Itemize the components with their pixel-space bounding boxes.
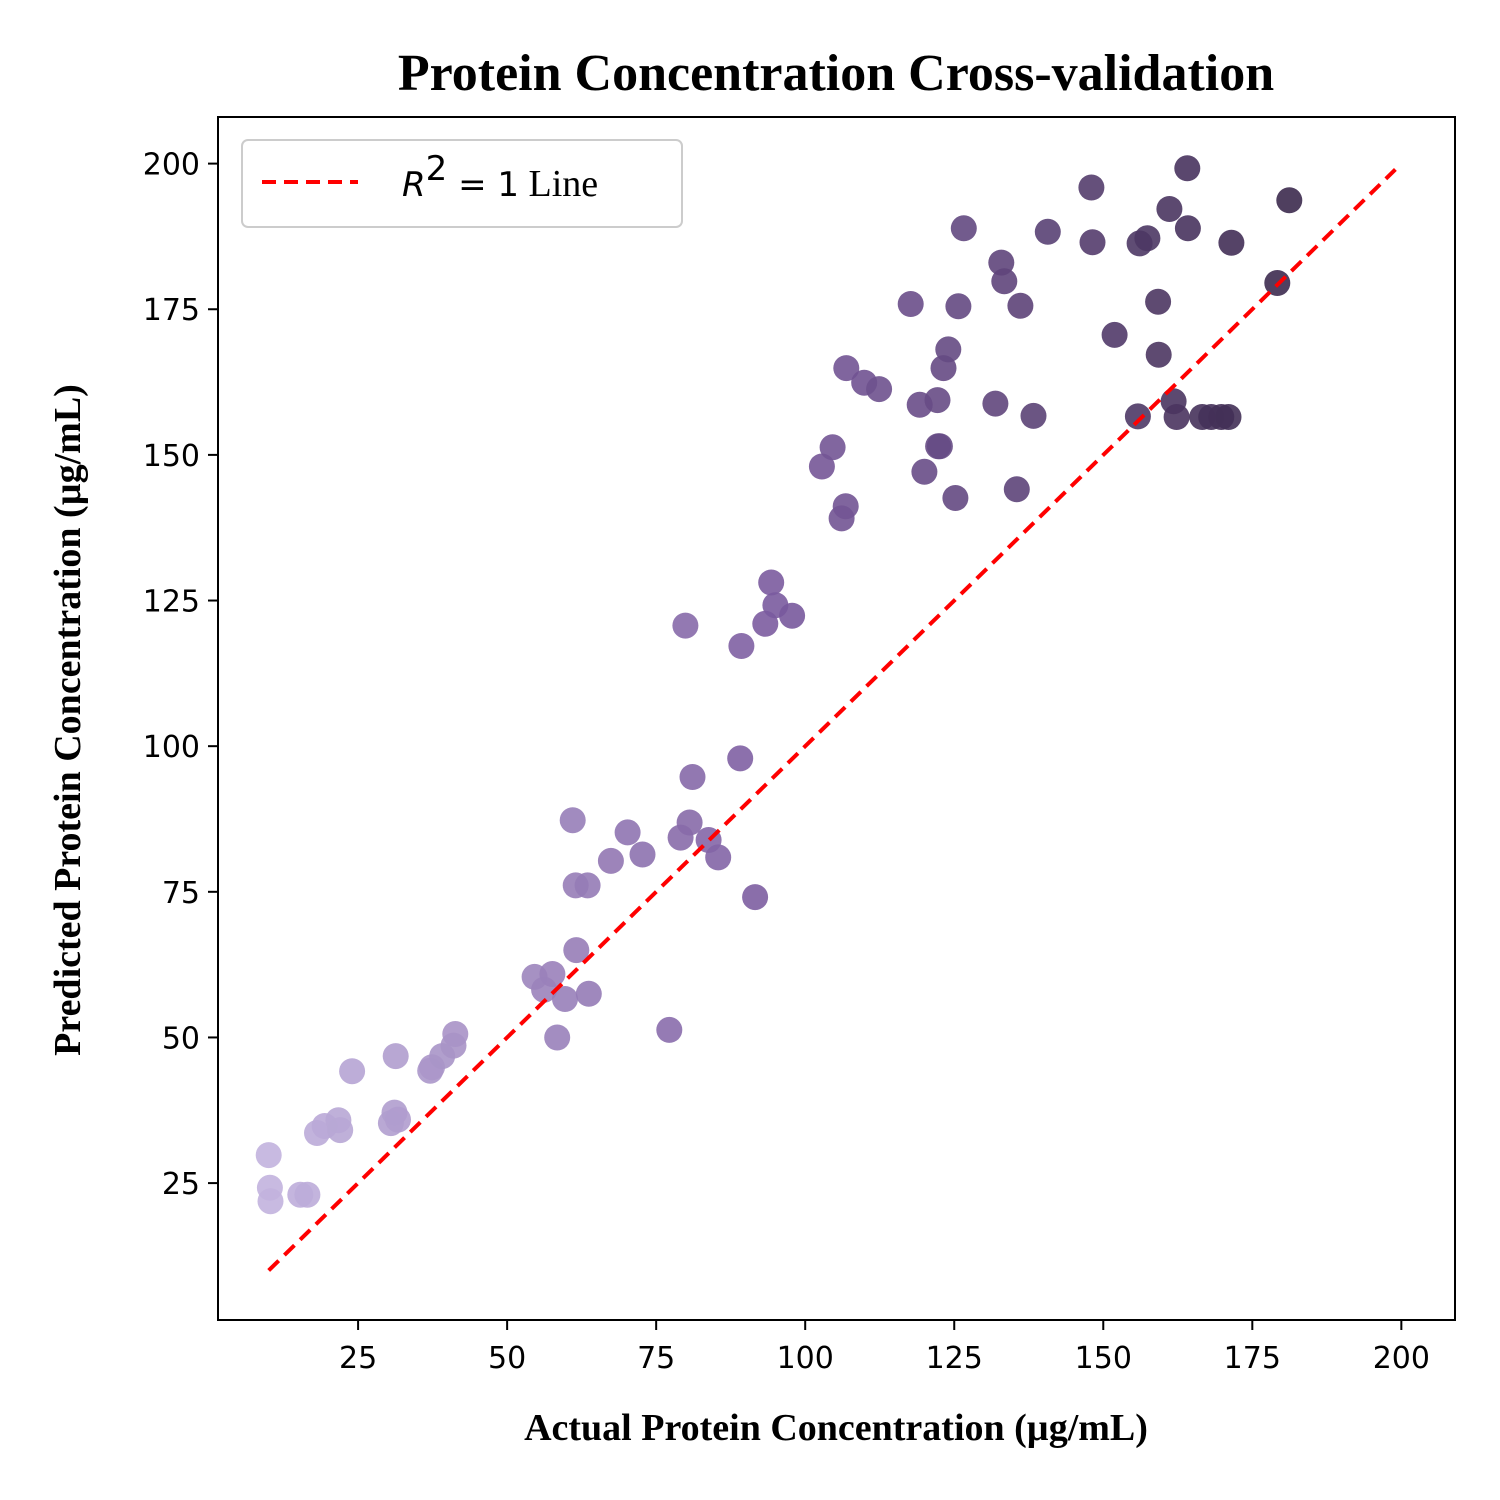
data-point: [656, 1016, 683, 1043]
data-point: [339, 1058, 366, 1085]
legend-math-equals: = 1: [447, 165, 519, 205]
data-point: [1101, 321, 1128, 348]
data-point: [911, 458, 938, 485]
data-point: [327, 1117, 354, 1144]
y-tick-label: 125: [143, 585, 200, 620]
data-point: [1145, 288, 1172, 315]
data-point: [1003, 476, 1030, 503]
data-point: [575, 980, 602, 1007]
data-point: [1276, 187, 1303, 214]
data-point: [1163, 404, 1190, 430]
y-tick-label: 175: [143, 293, 200, 328]
data-point: [991, 268, 1018, 295]
ideal-line-layer: [267, 168, 1397, 1272]
y-tick-label: 50: [162, 1021, 200, 1056]
x-tick-label: 125: [926, 1341, 983, 1376]
x-tick-label: 100: [777, 1341, 834, 1376]
data-point: [819, 434, 846, 461]
data-point: [1174, 155, 1201, 182]
data-point: [808, 453, 835, 480]
data-point: [727, 745, 754, 772]
data-point: [1218, 229, 1245, 256]
legend: R2 = 1 Line: [241, 139, 683, 228]
data-point: [629, 841, 656, 868]
data-point: [1078, 174, 1105, 201]
data-point: [942, 485, 969, 511]
y-tick-label: 150: [143, 439, 200, 474]
data-point: [294, 1181, 321, 1208]
y-tick-label: 200: [143, 148, 200, 183]
data-point: [559, 807, 586, 834]
data-point: [945, 293, 972, 320]
data-point: [679, 764, 706, 790]
data-points: [255, 155, 1303, 1215]
data-point: [1034, 218, 1061, 245]
data-point: [705, 844, 732, 871]
y-tick-label: 75: [162, 876, 200, 911]
data-point: [1079, 229, 1106, 256]
x-axis-ticks: 25 50 75 100 125 150 175 200: [339, 1320, 1430, 1376]
legend-math-exponent: 2: [426, 149, 448, 189]
data-point: [950, 215, 977, 242]
data-point: [897, 291, 924, 317]
data-point: [1134, 225, 1161, 252]
data-point: [1156, 196, 1183, 222]
x-tick-label: 150: [1075, 1341, 1132, 1376]
x-axis-label: Actual Protein Concentration (µg/mL): [524, 1407, 1148, 1449]
x-tick-label: 50: [488, 1341, 526, 1376]
y-axis-ticks: 25 50 75 100 125 150 175 200: [143, 148, 218, 1202]
x-tick-label: 75: [637, 1341, 675, 1376]
x-tick-label: 175: [1224, 1341, 1281, 1376]
data-point: [255, 1142, 282, 1169]
data-point: [552, 986, 578, 1012]
x-tick-label: 200: [1373, 1341, 1430, 1376]
data-point: [574, 872, 601, 899]
data-point: [597, 847, 624, 874]
data-point: [1145, 341, 1172, 368]
data-point: [672, 612, 699, 639]
legend-text: Line: [519, 163, 598, 205]
data-point: [832, 493, 859, 520]
plot-area: [217, 116, 1456, 1321]
data-point: [742, 884, 769, 911]
data-point: [1007, 292, 1034, 319]
data-point: [982, 390, 1009, 417]
data-point: [385, 1106, 411, 1133]
legend-math-r: R: [402, 165, 426, 205]
data-point: [779, 602, 806, 629]
data-point: [866, 376, 893, 403]
data-point: [728, 633, 755, 659]
data-point: [539, 961, 566, 987]
y-tick-label: 100: [143, 730, 200, 765]
data-point: [833, 355, 860, 382]
data-point: [924, 387, 951, 414]
ideal-fit-line: [267, 168, 1397, 1272]
data-point: [563, 937, 590, 964]
data-point: [758, 569, 785, 596]
data-point: [935, 336, 962, 363]
data-point: [1124, 403, 1151, 430]
data-point: [676, 809, 703, 836]
y-tick-label: 25: [162, 1167, 200, 1202]
data-point: [1174, 215, 1201, 242]
data-point: [926, 433, 953, 460]
data-point: [1215, 404, 1242, 430]
data-point: [257, 1188, 284, 1215]
data-point: [544, 1024, 571, 1051]
x-tick-label: 25: [339, 1341, 377, 1376]
data-point: [1020, 402, 1047, 429]
data-point: [442, 1021, 469, 1047]
data-point: [614, 819, 641, 846]
y-axis-label: Predicted Protein Concentration (µg/mL): [47, 384, 89, 1056]
data-point: [382, 1043, 409, 1070]
chart-title: Protein Concentration Cross-validation: [398, 45, 1274, 102]
legend-box: [241, 139, 683, 228]
legend-label: R2 = 1 Line: [402, 149, 598, 205]
